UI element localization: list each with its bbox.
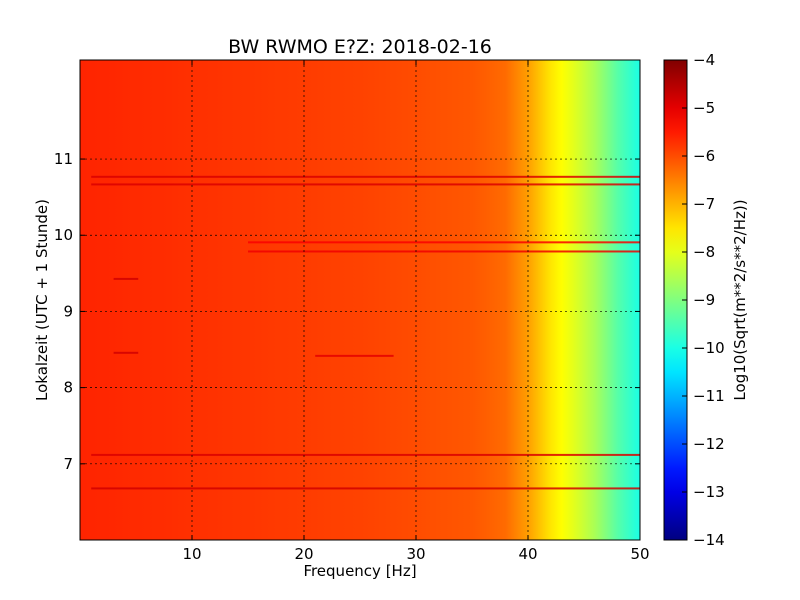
chart-title: BW RWMO E?Z: 2018-02-16 — [228, 36, 492, 58]
y-tick-label: 7 — [63, 455, 73, 473]
spectrogram-band-2 — [248, 250, 640, 253]
colorbar-tick-label: −4 — [693, 51, 715, 69]
y-tick-label: 11 — [54, 150, 73, 168]
colorbar-tick-label: −7 — [693, 195, 715, 213]
colorbar-tick-label: −5 — [693, 99, 715, 117]
x-axis-label: Frequency [Hz] — [303, 562, 417, 580]
colorbar-tick-label: −13 — [693, 483, 725, 501]
y-axis-label: Lokalzeit (UTC + 1 Stunde) — [33, 199, 51, 401]
colorbar-tick-label: −11 — [693, 387, 725, 405]
colorbar-tick-label: −6 — [693, 147, 715, 165]
spectrogram-band-1 — [91, 453, 640, 456]
colorbar-tick-label: −10 — [693, 339, 725, 357]
y-tick-label: 8 — [63, 379, 73, 397]
y-tick-label: 9 — [63, 302, 73, 320]
grid — [80, 60, 640, 540]
x-tick-label: 20 — [294, 545, 313, 563]
colorbar: −4 −5 −6 −7 −8 −9 −10 −11 −12 −13 −14 — [663, 51, 725, 549]
spectrogram-band-4 — [91, 183, 640, 186]
colorbar-tick-label: −9 — [693, 291, 715, 309]
y-tick-label: 10 — [54, 226, 73, 244]
spectrogram-band-5 — [91, 175, 640, 178]
x-tick-label: 10 — [182, 545, 201, 563]
colorbar-tick-label: −12 — [693, 435, 725, 453]
x-tick-label: 40 — [518, 545, 537, 563]
colorbar-tick-label: −14 — [693, 531, 725, 549]
colorbar-tick-label: −8 — [693, 243, 715, 261]
spectrogram-band-7 — [113, 277, 139, 280]
colorbar-label: Log10(Sqrt(m**2/s**2/Hz)) — [731, 199, 749, 401]
x-tick-label: 50 — [630, 545, 649, 563]
spectrogram-band-6 — [315, 354, 394, 357]
spectrogram-background — [80, 60, 640, 540]
spectrogram-band-8 — [113, 351, 139, 354]
x-tick-label: 30 — [406, 545, 425, 563]
spectrogram-plot: 10 20 30 40 50 7 8 9 10 11 — [54, 59, 650, 563]
spectrogram-band-0 — [91, 487, 640, 490]
plot-frame — [79, 59, 641, 541]
colorbar-gradient — [664, 60, 687, 540]
spectrogram-band-3 — [248, 241, 640, 244]
